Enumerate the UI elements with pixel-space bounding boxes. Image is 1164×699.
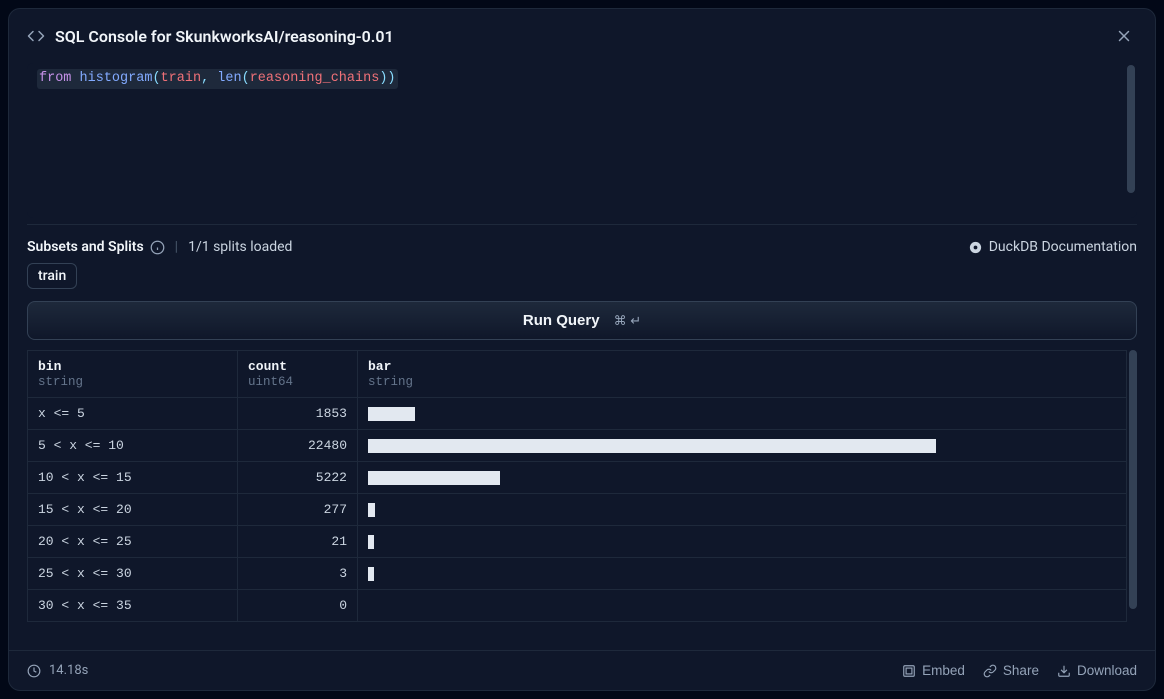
query-time: 14.18s [49, 663, 88, 678]
cell-bar [358, 494, 1127, 526]
modal-title: SQL Console for SkunkworksAI/reasoning-0… [55, 27, 394, 46]
table-scrollbar-thumb[interactable] [1129, 350, 1137, 609]
subsets-label: Subsets and Splits [27, 239, 165, 255]
table-row: 30 < x <= 350 [28, 590, 1127, 622]
cell-count: 0 [238, 590, 358, 622]
embed-label: Embed [922, 663, 965, 678]
code-icon [27, 27, 45, 45]
run-query-shortcut: ⌘ ↵ [614, 313, 642, 329]
table-row: 10 < x <= 155222 [28, 462, 1127, 494]
embed-button[interactable]: Embed [902, 663, 965, 678]
code-line: from histogram(train, len(reasoning_chai… [37, 69, 398, 89]
column-header-count[interactable]: countuint64 [238, 351, 358, 398]
column-header-bin[interactable]: binstring [28, 351, 238, 398]
cell-bin: 15 < x <= 20 [28, 494, 238, 526]
cell-bar [358, 558, 1127, 590]
cell-bin: 25 < x <= 30 [28, 558, 238, 590]
cell-bin: x <= 5 [28, 398, 238, 430]
split-chip-train[interactable]: train [27, 263, 77, 289]
sql-editor[interactable]: from histogram(train, len(reasoning_chai… [27, 63, 1137, 218]
splits-loaded: 1/1 splits loaded [188, 239, 292, 255]
split-chips: train [9, 263, 1155, 301]
cell-count: 3 [238, 558, 358, 590]
cell-bin: 10 < x <= 15 [28, 462, 238, 494]
close-icon [1115, 27, 1133, 45]
subsets-row: Subsets and Splits | 1/1 splits loaded D… [9, 225, 1155, 263]
duckdb-doc-label: DuckDB Documentation [989, 239, 1137, 255]
editor-scrollbar[interactable] [1127, 65, 1135, 216]
cell-count: 22480 [238, 430, 358, 462]
link-icon [983, 664, 997, 678]
column-header-bar[interactable]: barstring [358, 351, 1127, 398]
sql-console-modal: SQL Console for SkunkworksAI/reasoning-0… [8, 8, 1156, 691]
results-table: binstringcountuint64barstring x <= 51853… [27, 350, 1127, 622]
info-icon[interactable] [150, 240, 165, 255]
editor-scrollbar-thumb[interactable] [1127, 65, 1135, 193]
table-row: x <= 51853 [28, 398, 1127, 430]
cell-count: 21 [238, 526, 358, 558]
results-scroll[interactable]: binstringcountuint64barstring x <= 51853… [27, 350, 1127, 644]
modal-header: SQL Console for SkunkworksAI/reasoning-0… [9, 9, 1155, 63]
close-button[interactable] [1111, 23, 1137, 49]
duckdb-icon [968, 240, 983, 255]
subsets-label-text: Subsets and Splits [27, 239, 144, 255]
run-query-wrap: Run Query ⌘ ↵ [9, 301, 1155, 350]
table-scrollbar[interactable] [1129, 350, 1137, 644]
cell-bar [358, 526, 1127, 558]
cell-bar [358, 590, 1127, 622]
clock-icon [27, 664, 41, 678]
cell-bin: 20 < x <= 25 [28, 526, 238, 558]
run-query-button[interactable]: Run Query ⌘ ↵ [27, 301, 1137, 340]
download-button[interactable]: Download [1057, 663, 1137, 678]
separator: | [175, 239, 178, 255]
header-left: SQL Console for SkunkworksAI/reasoning-0… [27, 27, 394, 46]
cell-bar [358, 430, 1127, 462]
cell-bar [358, 462, 1127, 494]
cell-count: 277 [238, 494, 358, 526]
share-label: Share [1003, 663, 1039, 678]
table-row: 25 < x <= 303 [28, 558, 1127, 590]
download-label: Download [1077, 663, 1137, 678]
subsets-left: Subsets and Splits | 1/1 splits loaded [27, 239, 292, 255]
duckdb-doc-link[interactable]: DuckDB Documentation [968, 239, 1137, 255]
cell-bar [358, 398, 1127, 430]
embed-icon [902, 664, 916, 678]
cell-bin: 5 < x <= 10 [28, 430, 238, 462]
footer-right: Embed Share Download [902, 663, 1137, 678]
footer-left: 14.18s [27, 663, 88, 678]
download-icon [1057, 664, 1071, 678]
table-row: 20 < x <= 2521 [28, 526, 1127, 558]
cell-count: 1853 [238, 398, 358, 430]
run-query-label: Run Query [523, 312, 600, 329]
table-head: binstringcountuint64barstring [28, 351, 1127, 398]
results-table-wrap: binstringcountuint64barstring x <= 51853… [27, 350, 1137, 644]
table-row: 5 < x <= 1022480 [28, 430, 1127, 462]
cell-bin: 30 < x <= 35 [28, 590, 238, 622]
share-button[interactable]: Share [983, 663, 1039, 678]
sql-editor-content: from histogram(train, len(reasoning_chai… [27, 63, 1127, 218]
table-body: x <= 518535 < x <= 102248010 < x <= 1552… [28, 398, 1127, 622]
footer: 14.18s Embed Share Download [9, 650, 1155, 690]
cell-count: 5222 [238, 462, 358, 494]
table-row: 15 < x <= 20277 [28, 494, 1127, 526]
